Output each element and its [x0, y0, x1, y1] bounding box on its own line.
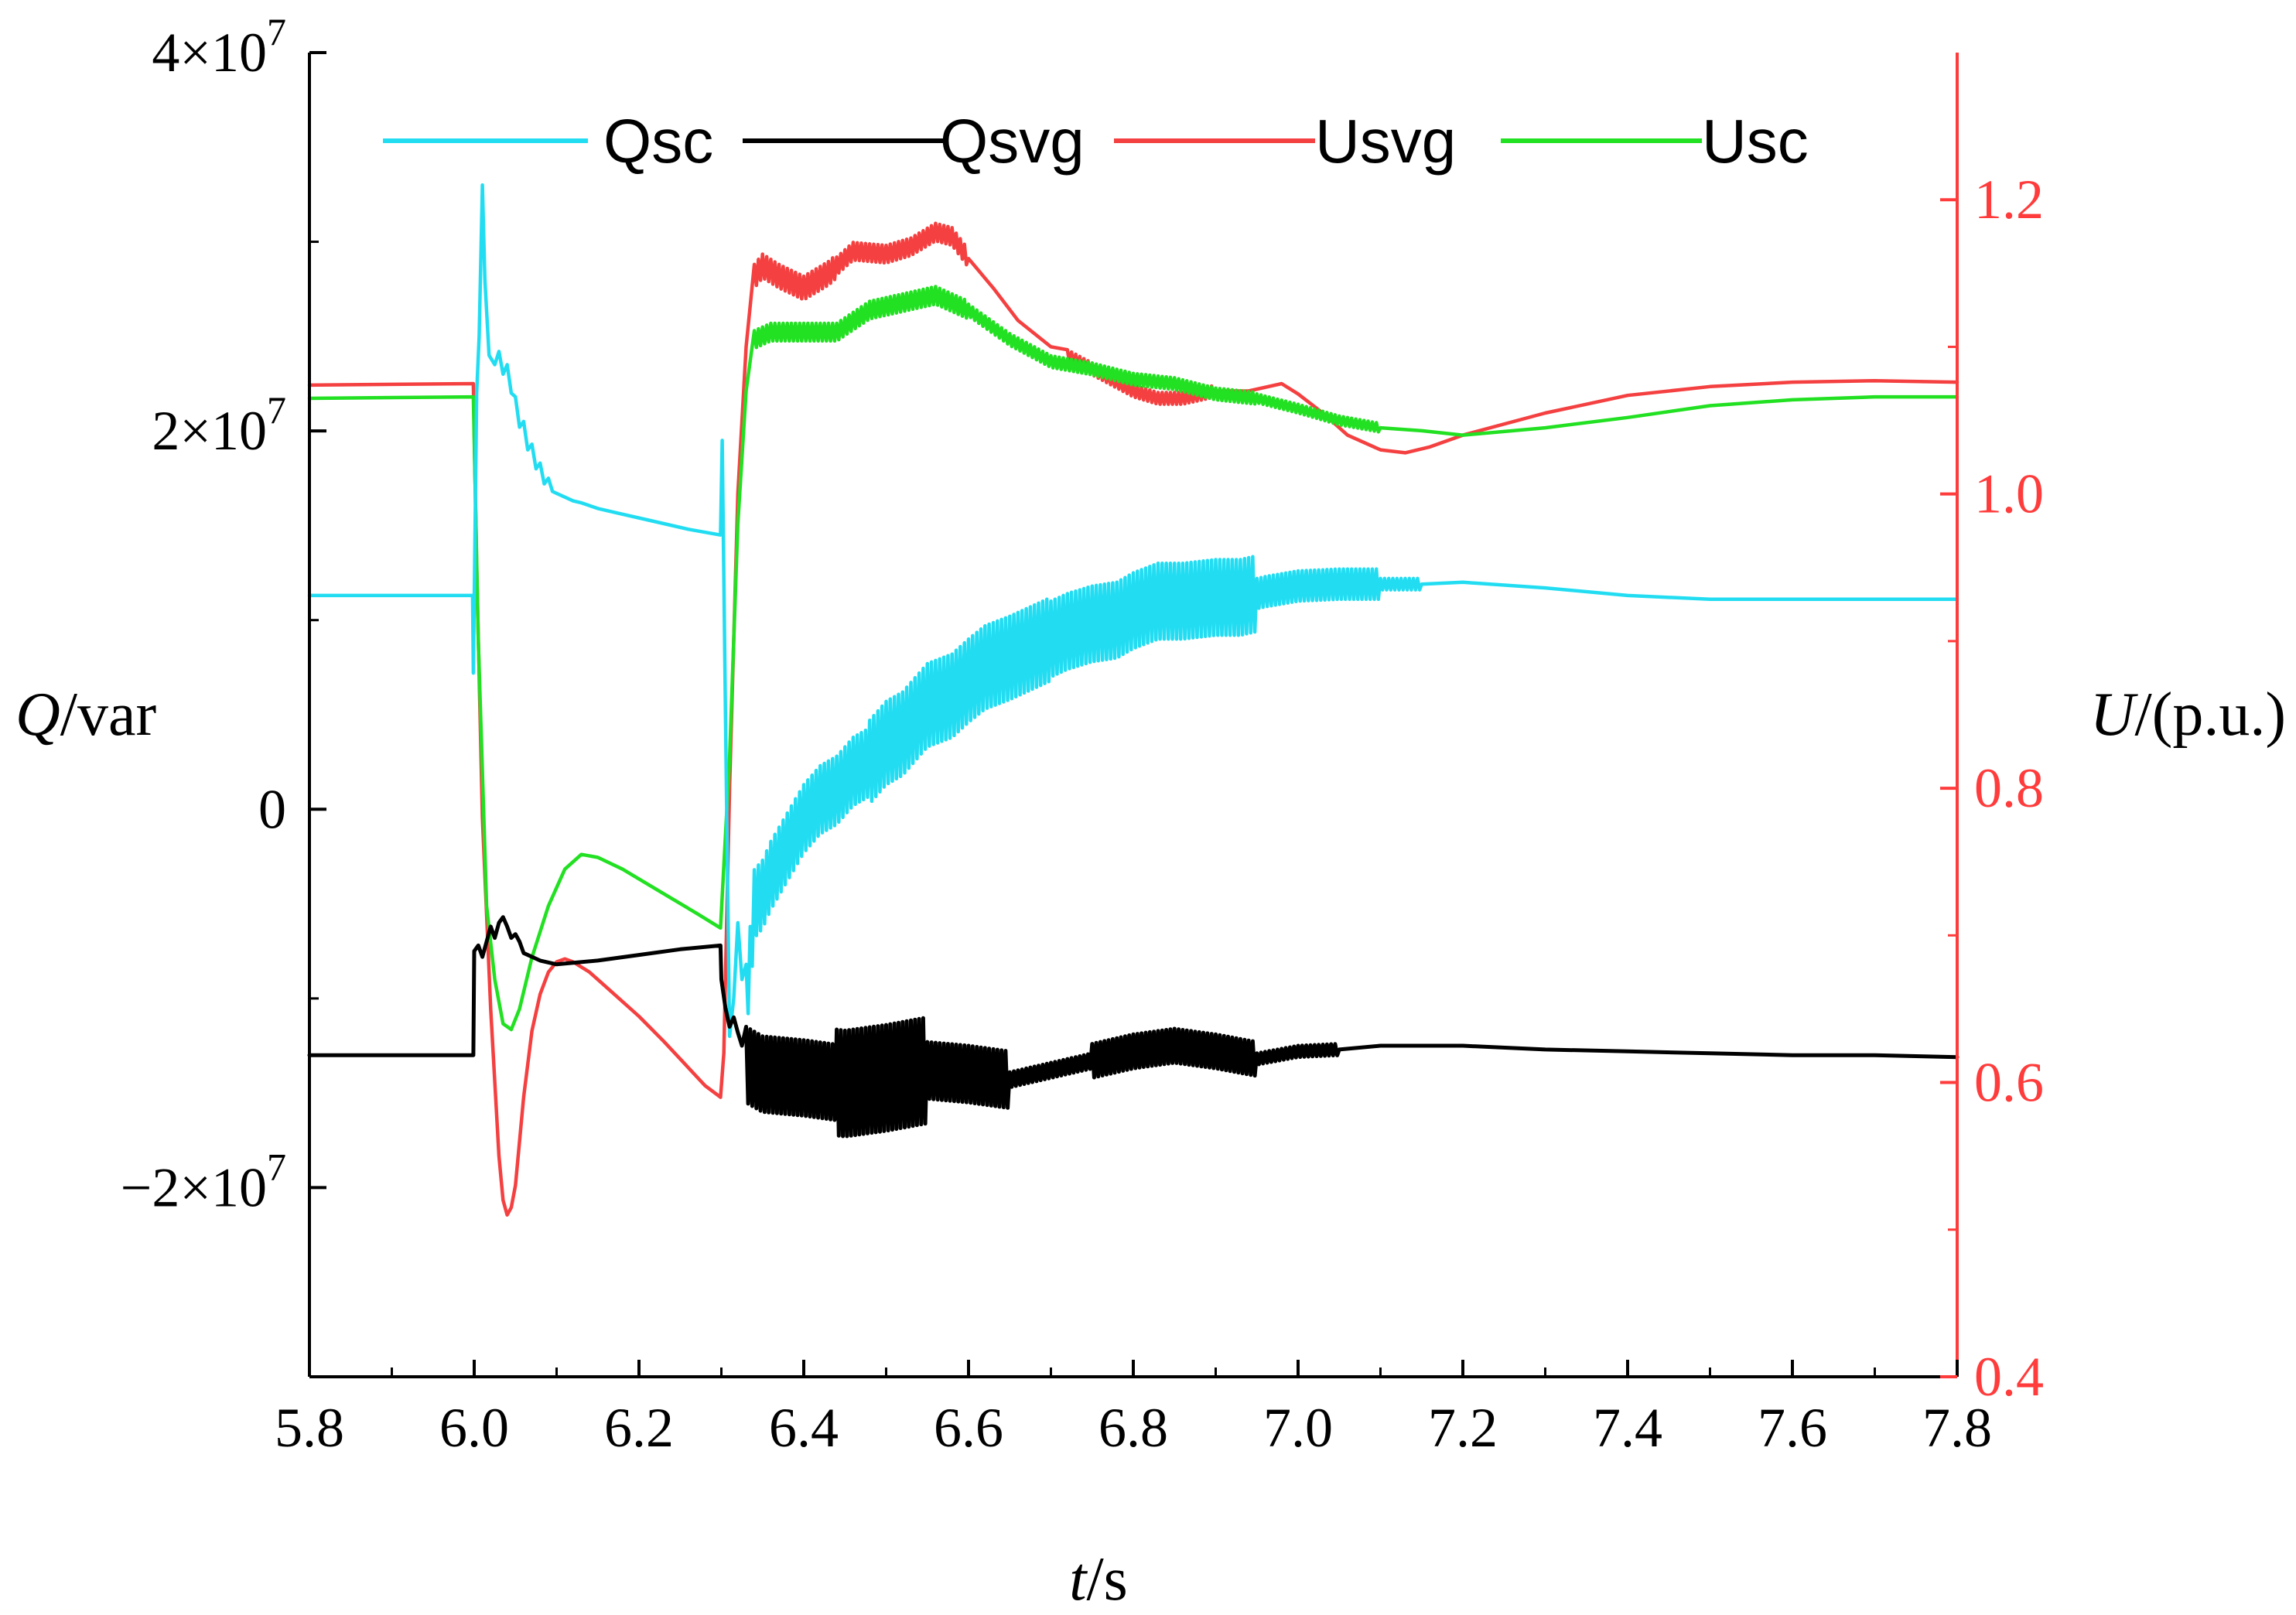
- x-tick-label: 7.4: [1593, 1397, 1662, 1459]
- left-tick-label: −2×107: [121, 1145, 286, 1218]
- left-axis-title: Q/var: [15, 681, 156, 749]
- x-tick-label: 7.6: [1758, 1397, 1827, 1459]
- right-tick-label: 0.8: [1974, 757, 2044, 819]
- x-tick-label: 6.0: [439, 1397, 509, 1459]
- series-line-qsc: [307, 183, 1959, 1039]
- x-tick-label: 7.0: [1263, 1397, 1333, 1459]
- x-axis-title: t/s: [1069, 1545, 1128, 1613]
- left-tick-label: 2×107: [152, 388, 286, 462]
- x-tick-label: 7.8: [1922, 1397, 1992, 1459]
- x-tick-label: 6.6: [934, 1397, 1003, 1459]
- legend-label-usvg: Usvg: [1315, 107, 1456, 176]
- x-tick-label: 7.2: [1428, 1397, 1498, 1459]
- legend: Qsc Qsvg Usvg Usc: [383, 107, 1809, 176]
- right-tick-label: 1.0: [1974, 463, 2044, 525]
- legend-label-usc: Usc: [1702, 107, 1809, 176]
- left-tick-label: 4×107: [152, 10, 286, 84]
- ticks-layer: 5.8 6.0 6.2 6.4 6.6 6.8 7.0 7.2 7.4 7.6 7.8 4×107 2×…: [121, 10, 2044, 1459]
- legend-label-qsc: Qsc: [603, 107, 713, 176]
- right-tick-label: 0.4: [1974, 1346, 2044, 1408]
- left-tick-label: 0: [258, 778, 286, 840]
- right-tick-label: 1.2: [1974, 169, 2044, 230]
- right-axis-title: U/(p.u.): [2090, 681, 2286, 749]
- series-layer: [307, 183, 1959, 1217]
- series-line-usvg: [307, 221, 1959, 1217]
- series-line-usc: [307, 285, 1959, 1032]
- x-tick-label: 6.2: [604, 1397, 674, 1459]
- x-tick-label: 6.4: [769, 1397, 839, 1459]
- series-line-qsvg: [307, 915, 1959, 1139]
- axes-layer: [308, 53, 1959, 1378]
- right-tick-label: 0.6: [1974, 1052, 2044, 1114]
- x-tick-label: 5.8: [275, 1397, 344, 1459]
- x-tick-label: 6.8: [1098, 1397, 1168, 1459]
- legend-label-qsvg: Qsvg: [940, 107, 1085, 176]
